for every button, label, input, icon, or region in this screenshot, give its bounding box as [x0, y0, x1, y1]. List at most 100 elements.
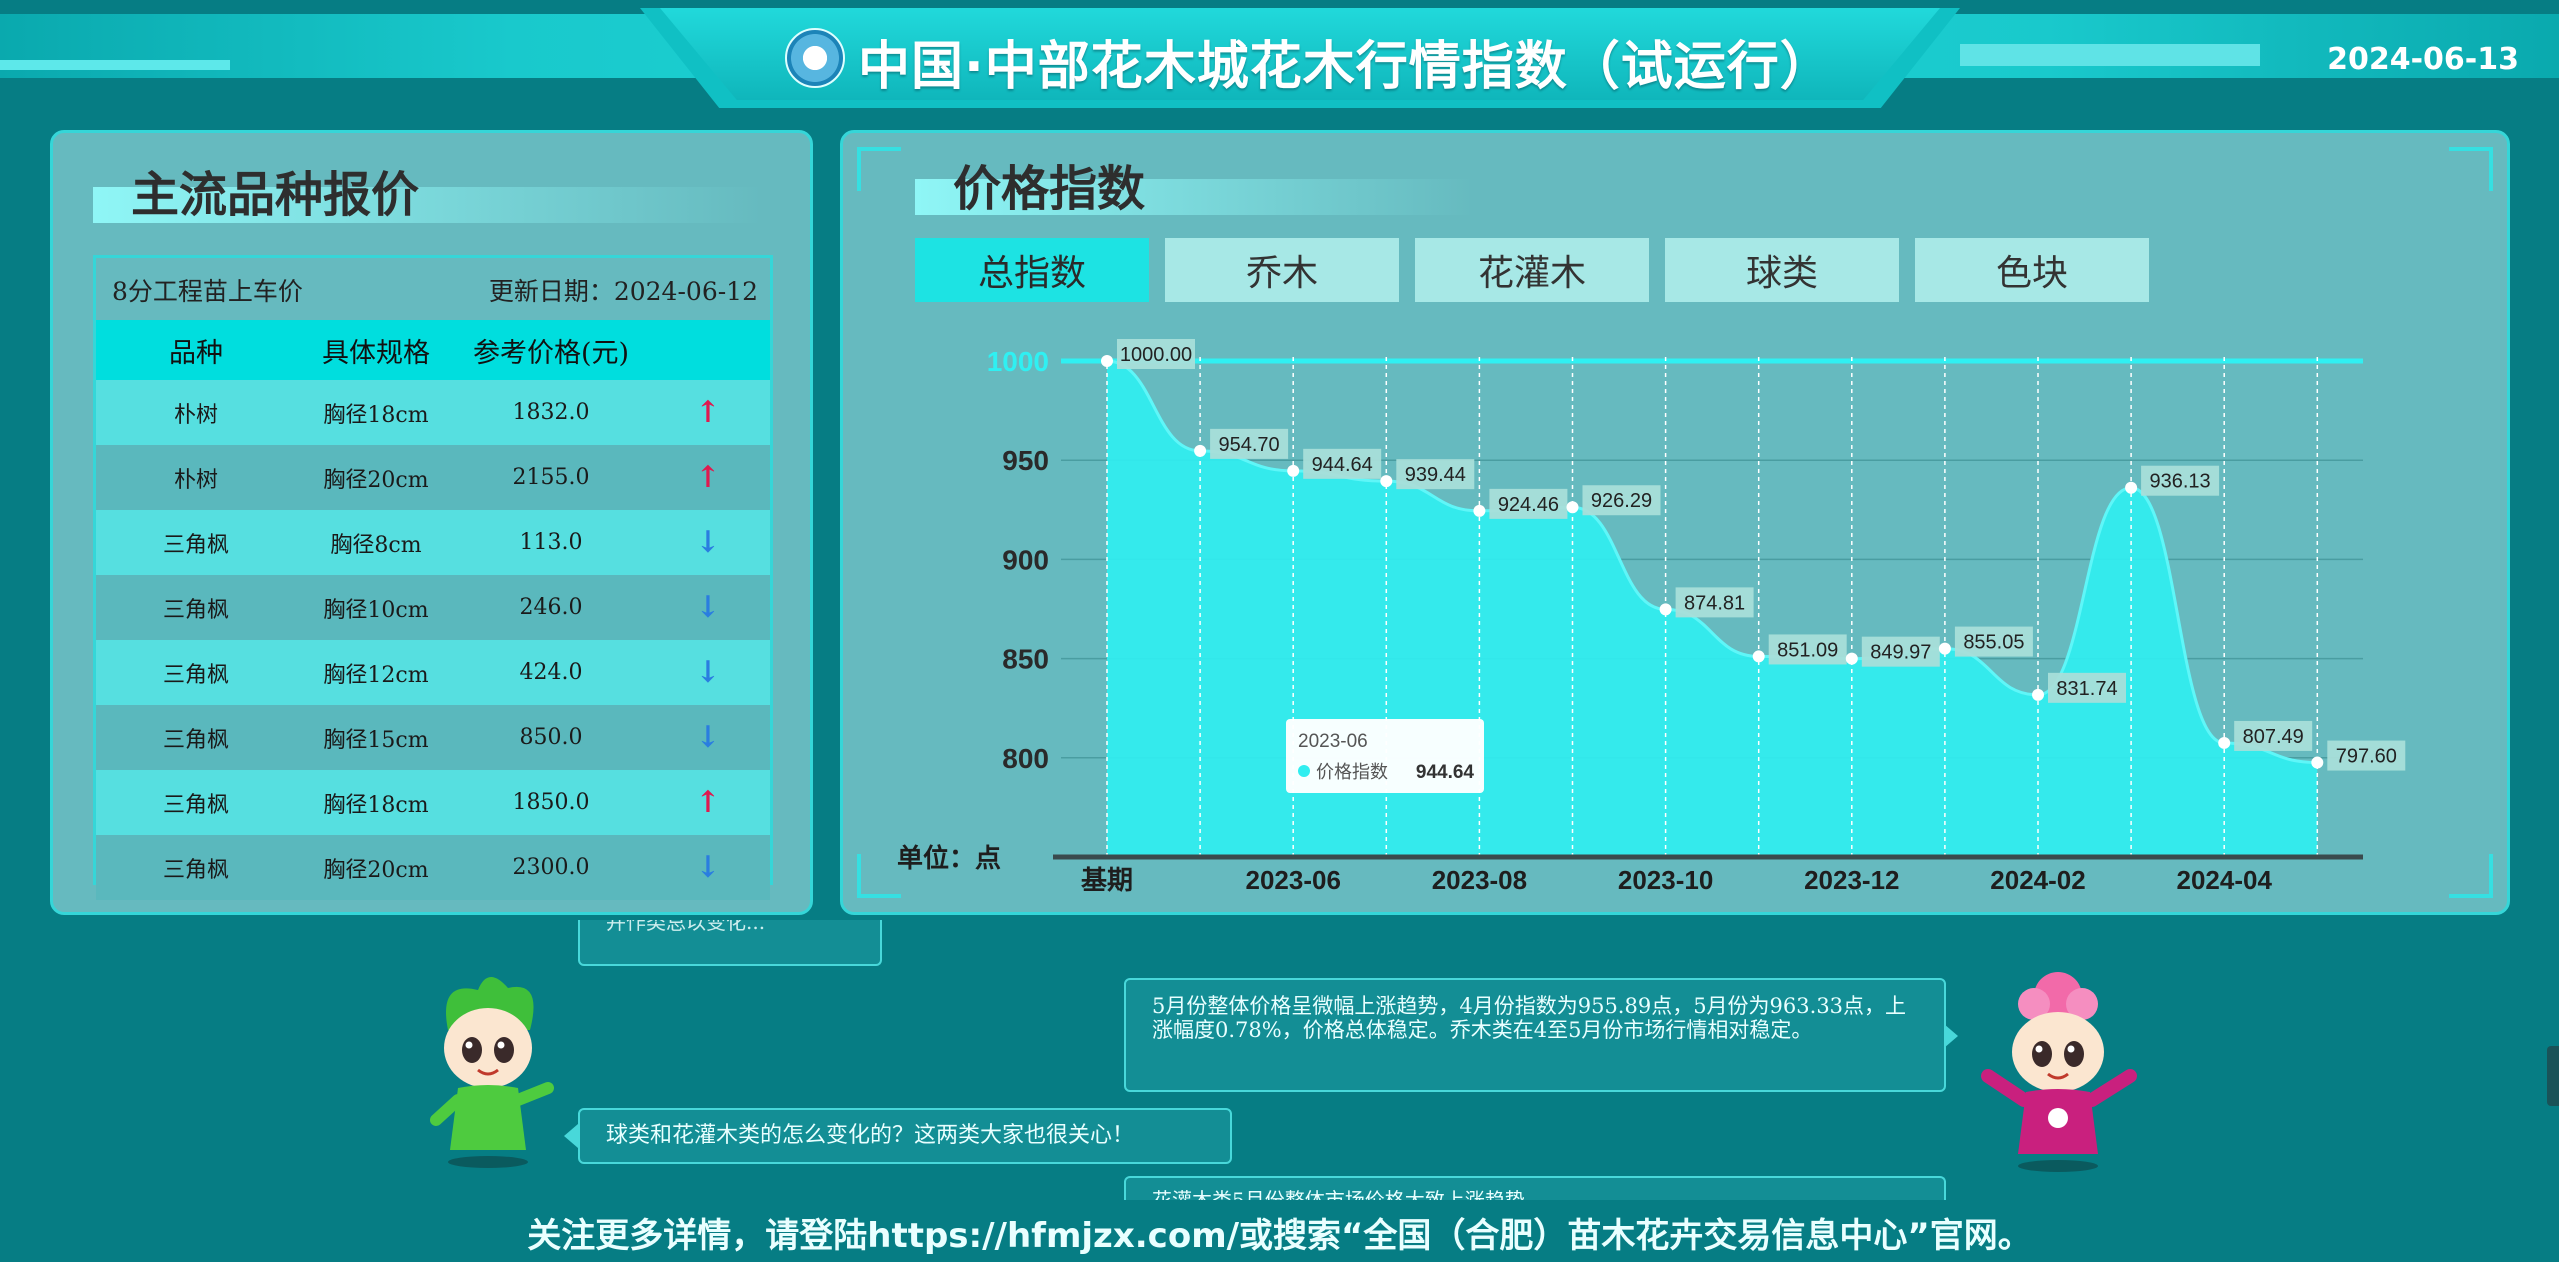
data-point — [2218, 736, 2231, 749]
table-caption-text: 8分工程苗上车价 — [112, 277, 303, 306]
cell-price: 1832.0 — [512, 400, 590, 425]
data-point — [2311, 756, 2324, 769]
data-label-bg — [1303, 448, 1382, 479]
data-label: 924.46 — [1498, 494, 1559, 516]
data-label-bg — [1210, 428, 1289, 459]
cell-variety: 朴树 — [173, 467, 218, 493]
data-label: 874.81 — [1684, 592, 1745, 614]
cell-price: 850.0 — [519, 725, 583, 750]
tab-balls[interactable]: 球类 — [1665, 238, 1899, 302]
cell-price: 2300.0 — [512, 855, 590, 880]
data-label-bg — [2141, 465, 2220, 496]
mascot-pink-icon — [1981, 972, 2137, 1172]
y-tick-label: 850 — [1002, 644, 1049, 675]
tooltip-series: 价格指数 — [1316, 762, 1388, 782]
header-date: 2024-06-13 — [2327, 42, 2519, 77]
arrow-up-icon: ↑ — [695, 785, 721, 820]
bubble-pointer — [1944, 1024, 1958, 1048]
cell-spec: 胸径12cm — [323, 662, 429, 688]
data-point — [1566, 501, 1579, 514]
x-tick-label: 2024-02 — [1990, 865, 2085, 895]
panel-title-bar — [93, 187, 763, 223]
page-title: 中国·中部花木城花木行情指数（试运行） — [858, 37, 1833, 97]
cell-price: 113.0 — [519, 530, 583, 555]
cell-price: 1850.0 — [512, 790, 590, 815]
chat-bubble-answer: 5月份整体价格呈微幅上涨趋势，4月份指数为955.89点，5月份为963.33点… — [1124, 978, 1946, 1092]
data-label-bg — [2327, 740, 2406, 771]
tooltip-box — [1286, 719, 1484, 793]
table-row: 三角枫 胸径15cm 850.0 ↓ — [96, 705, 770, 770]
table-body: 朴树 胸径18cm 1832.0 ↑ 朴树胸径20cm 2155.0 ↑ 三角枫 胸径8cm 11… — [96, 380, 770, 900]
table-row: 朴树 胸径18cm 1832.0 ↑ — [96, 380, 770, 445]
table-row: 三角枫 胸径12cm 424.0 ↓ — [96, 640, 770, 705]
cell-price: 424.0 — [519, 660, 583, 685]
column-header-spec: 具体规格 — [322, 337, 430, 369]
x-tick-label: 2023-08 — [1432, 865, 1527, 895]
tab-trees[interactable]: 乔木 — [1165, 238, 1399, 302]
data-label: 936.13 — [2150, 471, 2211, 493]
data-label: 831.74 — [2056, 678, 2117, 700]
column-header-price: 参考价格(元) — [472, 337, 630, 369]
corner-decor — [2449, 854, 2493, 898]
cell-variety: 三角枫 — [162, 532, 229, 558]
data-point — [1659, 603, 1672, 616]
price-index-chart: 1000 950 900 850 800 1000.00 954.70 944.64 939.4… — [897, 339, 2406, 895]
arrow-up-icon: ↑ — [695, 460, 721, 495]
table-row: 三角枫 胸径18cm 1850.0 ↑ — [96, 770, 770, 835]
panel-title: 主流品种报价 — [131, 167, 420, 223]
data-label-bg — [1582, 485, 1661, 516]
chat-bubble-partial: 并作类总以变化... — [578, 920, 882, 966]
tab-color-blocks[interactable]: 色块 — [1915, 238, 2149, 302]
header-decor-right — [1960, 44, 2260, 66]
x-tick-label: 2023-06 — [1245, 865, 1340, 895]
cell-spec: 胸径8cm — [330, 532, 422, 558]
price-panel: 主流品种报价 8分工程苗上车价 更新日期：2024-06-12 品种 具体规格 … — [50, 130, 813, 915]
chat-bubble-question: 球类和花灌木类的怎么变化的？这两类大家也很关心！ — [578, 1108, 1232, 1164]
header-decor-left — [0, 60, 230, 70]
tooltip-title: 2023-06 — [1298, 731, 1368, 752]
header-center — [660, 8, 1940, 100]
cell-price: 2155.0 — [512, 465, 590, 490]
data-label-bg — [1768, 634, 1847, 665]
cell-variety: 三角枫 — [162, 792, 229, 818]
table-header-row: 品种 具体规格 参考价格(元) — [96, 320, 770, 380]
data-label: 939.44 — [1405, 464, 1466, 486]
side-tab[interactable] — [2547, 1046, 2559, 1106]
arrow-down-icon: ↓ — [695, 655, 721, 690]
tab-total-index[interactable]: 总指数 — [915, 238, 1149, 302]
x-tick-label: 2024-04 — [2176, 865, 2272, 895]
data-point — [1287, 464, 1300, 477]
data-label-bg — [1675, 587, 1754, 618]
panel-title-bar — [915, 179, 1475, 215]
data-label: 807.49 — [2243, 726, 2304, 748]
logo-icon — [785, 28, 845, 88]
cell-variety: 三角枫 — [162, 662, 229, 688]
arrow-up-icon: ↑ — [695, 395, 721, 430]
cell-spec: 胸径20cm — [323, 857, 429, 883]
chat-question-text: 球类和花灌木类的怎么变化的？这两类大家也很关心！ — [606, 1123, 1135, 1148]
cell-spec: 胸径18cm — [323, 402, 429, 428]
chat-text: 并作类总以变化... — [606, 920, 766, 934]
data-label: 851.09 — [1777, 639, 1838, 661]
tab-shrubs[interactable]: 花灌木 — [1415, 238, 1649, 302]
data-label-bg — [1117, 339, 1195, 369]
data-label-bg — [1861, 636, 1940, 667]
data-point — [1194, 444, 1207, 457]
corner-decor — [857, 147, 901, 191]
table-row: 三角枫 胸径8cm 113.0 ↓ — [96, 510, 770, 575]
bubble-pointer — [564, 1124, 578, 1148]
x-tick-label: 2023-12 — [1804, 865, 1899, 895]
arrow-down-icon: ↓ — [695, 525, 721, 560]
cell-spec: 胸径15cm — [323, 727, 429, 753]
data-label-bg — [1954, 626, 2033, 657]
y-tick-label: 950 — [1002, 445, 1049, 476]
cell-variety: 朴树 — [173, 402, 218, 428]
data-label: 954.70 — [1219, 434, 1280, 456]
data-label: 1000.00 — [1120, 344, 1192, 366]
data-point — [1473, 504, 1486, 517]
data-label: 855.05 — [1963, 632, 2024, 654]
y-tick-label: 1000 — [987, 346, 1049, 377]
index-tabs: 总指数 乔木 花灌木 球类 色块 — [915, 238, 2149, 302]
tooltip-value: 944.64 — [1416, 762, 1475, 783]
corner-decor — [2449, 147, 2493, 191]
